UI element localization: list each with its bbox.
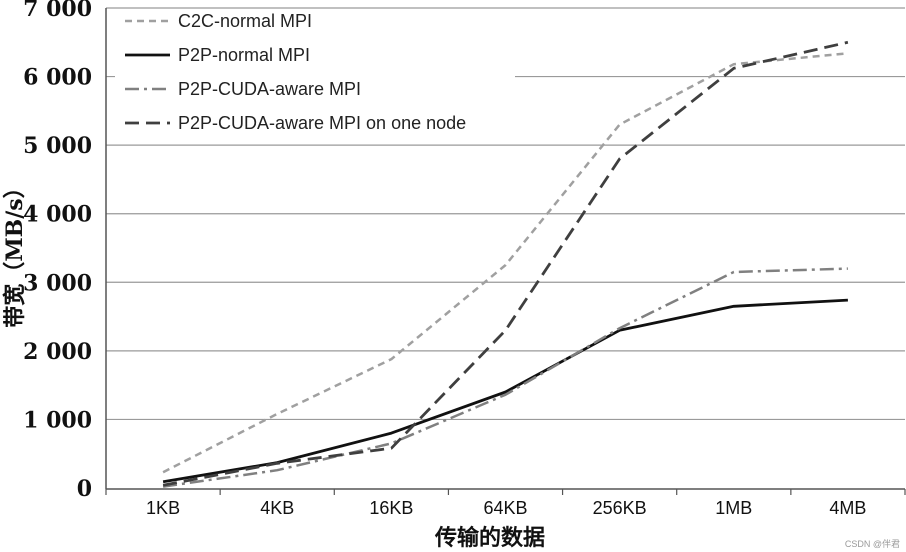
y-tick-label: 3 000 bbox=[23, 270, 92, 296]
x-tick-label: 256KB bbox=[593, 498, 647, 518]
legend-label: P2P-CUDA-aware MPI on one node bbox=[178, 113, 466, 133]
legend-label: P2P-CUDA-aware MPI bbox=[178, 79, 361, 99]
x-tick-label: 1KB bbox=[146, 498, 180, 518]
legend-item-p2p-normal-mpi: P2P-normal MPI bbox=[125, 45, 310, 65]
y-tick-label: 0 bbox=[77, 476, 92, 502]
tick-labels: 0 1 000 2 000 3 000 4 000 5 000 6 000 7 000 1KB 4… bbox=[23, 0, 866, 518]
series-lines bbox=[162, 40, 849, 488]
x-tick-label: 64KB bbox=[483, 498, 527, 518]
series-line-p2p-cuda-aware-mpi-on-one-node bbox=[162, 40, 849, 487]
legend-label: C2C-normal MPI bbox=[178, 11, 312, 31]
legend-item-p2p-cuda-aware-mpi-on-one-node: P2P-CUDA-aware MPI on one node bbox=[125, 113, 466, 133]
y-tick-label: 5 000 bbox=[23, 133, 92, 159]
legend: C2C-normal MPI P2P-normal MPI P2P-CUDA-awa… bbox=[115, 10, 515, 140]
y-tick-label: 4 000 bbox=[23, 202, 92, 228]
y-tick-label: 7 000 bbox=[23, 0, 92, 22]
legend-item-c2c-normal-mpi: C2C-normal MPI bbox=[125, 11, 312, 31]
x-tick-label: 4KB bbox=[260, 498, 294, 518]
y-tick-label: 6 000 bbox=[23, 65, 92, 91]
watermark: CSDN @伴君 bbox=[845, 538, 900, 549]
series-line-p2p-normal-mpi bbox=[162, 298, 848, 484]
x-tick-label: 16KB bbox=[369, 498, 413, 518]
legend-label: P2P-normal MPI bbox=[178, 45, 310, 65]
x-axis-title: 传输的数据 bbox=[434, 525, 545, 551]
y-tick-label: 2 000 bbox=[23, 339, 92, 365]
axes bbox=[105, 8, 906, 495]
x-tick-label: 1MB bbox=[715, 498, 752, 518]
series-line-c2c-normal-mpi bbox=[162, 52, 849, 474]
legend-item-p2p-cuda-aware-mpi: P2P-CUDA-aware MPI bbox=[125, 79, 361, 99]
y-tick-label: 1 000 bbox=[23, 407, 92, 433]
x-tick-label: 4MB bbox=[829, 498, 866, 518]
series-line-p2p-cuda-aware-mpi bbox=[162, 267, 848, 488]
y-axis-title: 带宽（MB/s） bbox=[2, 176, 28, 327]
legend-background bbox=[115, 10, 515, 140]
